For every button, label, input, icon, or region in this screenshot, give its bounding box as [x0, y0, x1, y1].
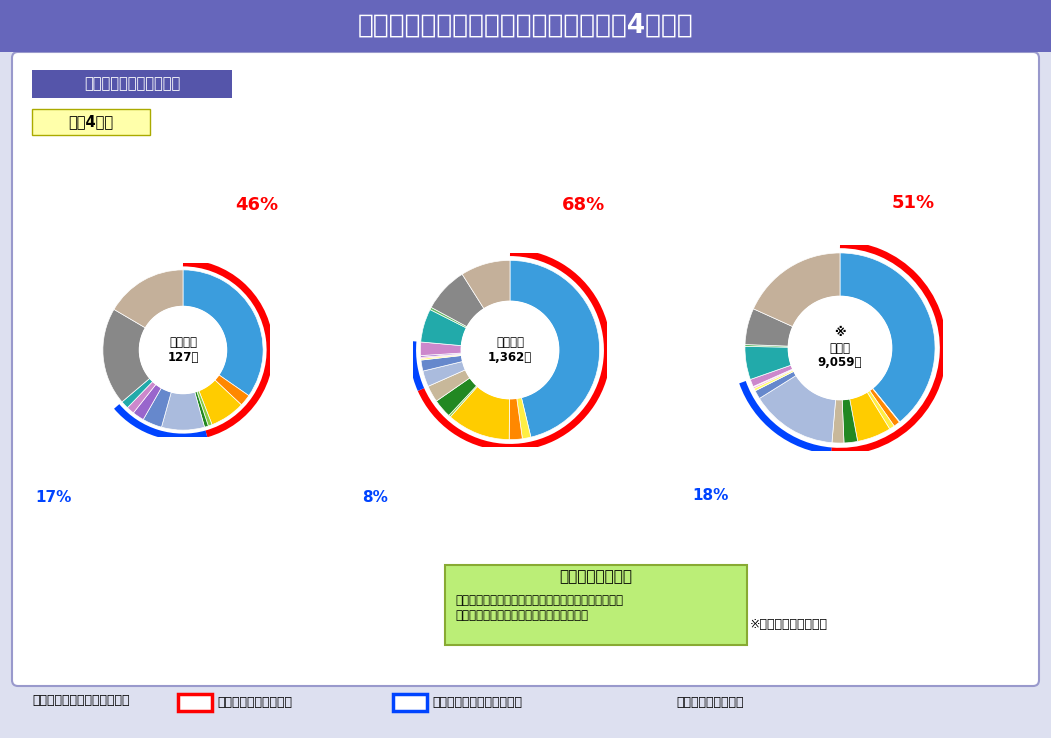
- Text: （出典）道路局調べ: （出典）道路局調べ: [676, 695, 743, 708]
- Wedge shape: [869, 388, 900, 426]
- Wedge shape: [127, 382, 156, 413]
- FancyBboxPatch shape: [12, 52, 1039, 686]
- Bar: [445, 565, 747, 645]
- Wedge shape: [103, 309, 150, 402]
- Wedge shape: [754, 370, 794, 391]
- Wedge shape: [510, 261, 600, 437]
- Wedge shape: [420, 353, 461, 357]
- Wedge shape: [420, 354, 461, 360]
- Wedge shape: [197, 390, 212, 426]
- Wedge shape: [133, 384, 162, 419]
- Text: 直轄国道
127件: 直轄国道 127件: [167, 336, 199, 364]
- Wedge shape: [420, 342, 461, 356]
- Wedge shape: [420, 309, 467, 345]
- Wedge shape: [428, 370, 470, 401]
- Wedge shape: [840, 253, 935, 422]
- Wedge shape: [449, 385, 477, 417]
- Bar: [32, 109, 150, 135]
- Text: 用水路、海岸施設（護岸等）、私設桝、井戸跡、埋設
物、排水路、湧水（水みち）、地下水、等: 用水路、海岸施設（護岸等）、私設桝、井戸跡、埋設 物、排水路、湧水（水みち）、地…: [455, 594, 623, 622]
- Wedge shape: [421, 356, 462, 371]
- Text: 道路の陥没発生件数とその要因（令和4年度）: 道路の陥没発生件数とその要因（令和4年度）: [357, 13, 694, 39]
- Text: 46%: 46%: [235, 196, 279, 214]
- Wedge shape: [450, 386, 510, 440]
- Text: 令和4年度: 令和4年度: [68, 114, 114, 129]
- Circle shape: [140, 306, 227, 393]
- Text: 18%: 18%: [692, 489, 728, 503]
- Wedge shape: [760, 376, 836, 443]
- Wedge shape: [867, 390, 894, 429]
- Wedge shape: [214, 375, 249, 405]
- Wedge shape: [143, 387, 171, 427]
- Text: その他の主な内容: その他の主な内容: [559, 570, 633, 584]
- Text: 都道府県
1,362件: 都道府県 1,362件: [488, 336, 532, 364]
- Wedge shape: [745, 308, 792, 346]
- Circle shape: [788, 297, 891, 400]
- Wedge shape: [183, 270, 263, 396]
- Wedge shape: [462, 261, 510, 308]
- Wedge shape: [431, 275, 485, 327]
- Wedge shape: [754, 253, 840, 327]
- Text: 8%: 8%: [362, 491, 388, 506]
- Wedge shape: [423, 362, 466, 386]
- Text: 道路占用物件が要因の陥没: 道路占用物件が要因の陥没: [432, 695, 522, 708]
- Bar: [32, 70, 232, 98]
- Text: ※
市町村
9,059件: ※ 市町村 9,059件: [818, 326, 862, 370]
- Wedge shape: [420, 354, 461, 359]
- Wedge shape: [832, 399, 844, 443]
- Wedge shape: [114, 270, 183, 328]
- Wedge shape: [754, 369, 792, 387]
- Wedge shape: [745, 346, 791, 379]
- Wedge shape: [509, 399, 522, 440]
- Text: 道路陥没発生件数の内訳: 道路陥没発生件数の内訳: [84, 77, 180, 92]
- Wedge shape: [122, 378, 152, 407]
- Wedge shape: [745, 345, 788, 347]
- Text: 51%: 51%: [892, 194, 935, 212]
- Text: ＊　ポットホールは含まない: ＊ ポットホールは含まない: [32, 694, 129, 708]
- Wedge shape: [754, 369, 794, 388]
- Wedge shape: [436, 378, 477, 415]
- Wedge shape: [756, 371, 797, 399]
- Wedge shape: [199, 380, 242, 424]
- Text: 17%: 17%: [35, 491, 71, 506]
- Text: ※政令市、特別区含む: ※政令市、特別区含む: [750, 618, 828, 632]
- Bar: [178, 694, 212, 711]
- Circle shape: [461, 301, 559, 399]
- Wedge shape: [194, 391, 208, 427]
- Wedge shape: [430, 307, 467, 328]
- Wedge shape: [162, 392, 205, 430]
- Wedge shape: [872, 388, 900, 422]
- Text: 道路施設が要因の陥没: 道路施設が要因の陥没: [217, 695, 292, 708]
- Wedge shape: [849, 392, 890, 441]
- Text: 68%: 68%: [562, 196, 605, 214]
- Wedge shape: [750, 365, 792, 387]
- Bar: [0, 0, 1051, 52]
- Wedge shape: [842, 399, 858, 443]
- Wedge shape: [517, 397, 531, 439]
- Bar: [393, 694, 427, 711]
